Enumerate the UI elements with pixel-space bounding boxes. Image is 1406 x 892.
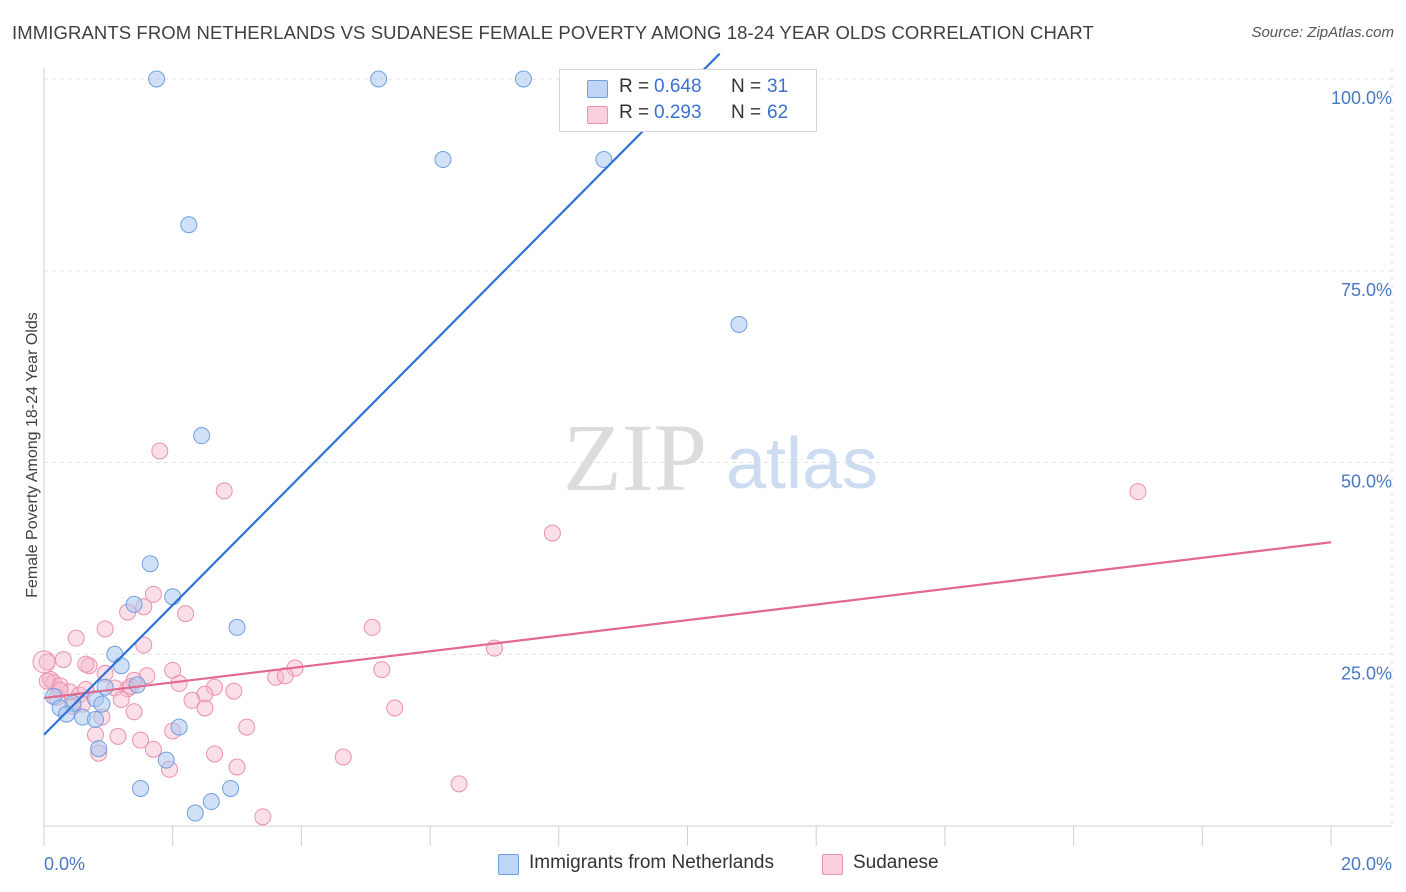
netherlands-point (141, 555, 159, 573)
netherlands-point (370, 70, 388, 88)
sudanese-point (132, 731, 150, 749)
legend-swatch-netherlands (587, 80, 608, 98)
legend-n-label: N = (731, 76, 762, 97)
watermark-zip: ZIP (563, 404, 707, 511)
sudanese-point (543, 524, 561, 542)
bottom-legend-label-netherlands: Immigrants from Netherlands (529, 852, 774, 873)
trend-lines (43, 52, 1332, 736)
bottom-legend-label-sudanese: Sudanese (853, 852, 939, 873)
netherlands-point (186, 804, 204, 822)
sudanese-point (32, 650, 56, 674)
y-tick-label: 75.0% (1341, 280, 1392, 300)
sudanese-point (215, 482, 233, 500)
netherlands-point (157, 751, 175, 769)
netherlands-point (132, 779, 150, 797)
sudanese-point (112, 691, 130, 709)
sudanese-point (135, 636, 153, 654)
axes (43, 68, 1392, 846)
tick-labels: 25.0% 50.0% 75.0% 100.0% 0.0% 20.0% (44, 88, 1392, 874)
sudanese-point (151, 442, 169, 460)
netherlands-point (148, 70, 166, 88)
netherlands-point (112, 657, 130, 675)
sudanese-point (67, 629, 85, 647)
sudanese-point (206, 745, 224, 763)
netherlands-point (170, 718, 188, 736)
watermark: ZIP atlas (563, 404, 878, 511)
legend-swatch-sudanese (587, 106, 608, 124)
bottom-legend-swatch-sudanese (822, 854, 843, 875)
sudanese-point (238, 718, 256, 736)
sudanese-point (386, 699, 404, 717)
sudanese-point (77, 655, 95, 673)
sudanese-point (196, 699, 214, 717)
sudanese-point (183, 691, 201, 709)
legend-n-value: 31 (767, 76, 789, 97)
legend-n-value: 62 (767, 102, 789, 123)
legend-r-label: R = (619, 102, 650, 123)
source-label: Source: ZipAtlas.com (1251, 24, 1394, 41)
x-tick-label: 0.0% (44, 854, 85, 874)
legend-r-value: 0.293 (654, 102, 702, 123)
netherlands-point (193, 427, 211, 445)
sudanese-point (38, 672, 56, 690)
netherlands-point (595, 151, 613, 169)
sudanese-point (334, 748, 352, 766)
netherlands-point (434, 151, 452, 169)
sudanese-point (1129, 483, 1147, 501)
gridlines (44, 68, 1393, 826)
chart-title: IMMIGRANTS FROM NETHERLANDS VS SUDANESE … (12, 22, 1094, 43)
netherlands-point (228, 618, 246, 636)
sudanese-point (86, 726, 104, 744)
sudanese-point (144, 585, 162, 603)
netherlands-point (93, 695, 111, 713)
bottom-legend-swatch-netherlands (498, 854, 519, 875)
sudanese-point (177, 605, 195, 623)
sudanese-point (54, 651, 72, 669)
sudanese-point (450, 775, 468, 793)
sudanese-point (125, 703, 143, 721)
y-axis-label: Female Poverty Among 18-24 Year Olds (24, 312, 41, 598)
sudanese-point (228, 758, 246, 776)
sudanese-point (254, 808, 272, 826)
netherlands-point (90, 740, 108, 758)
sudanese-trend-line (43, 541, 1332, 700)
legend-n-label: N = (731, 102, 762, 123)
legend-r-value: 0.648 (654, 76, 702, 97)
netherlands-point (730, 315, 748, 333)
netherlands-point (514, 70, 532, 88)
netherlands-point (58, 705, 76, 723)
sudanese-point (96, 620, 114, 638)
netherlands-point (86, 710, 104, 728)
netherlands-point (202, 793, 220, 811)
x-tick-label: 20.0% (1341, 854, 1392, 874)
y-tick-label: 25.0% (1341, 663, 1392, 683)
netherlands-point (180, 216, 198, 234)
y-tick-label: 50.0% (1341, 472, 1392, 492)
legend: R = 0.648 N = 31 R = 0.293 N = 62 (559, 69, 817, 132)
netherlands-trend-line (43, 52, 721, 736)
sudanese-point (373, 661, 391, 679)
netherlands-point (222, 779, 240, 797)
sudanese-point (363, 618, 381, 636)
sudanese-point (206, 678, 224, 696)
sudanese-point (144, 740, 162, 758)
netherlands-point (125, 595, 143, 613)
netherlands-point (164, 588, 182, 606)
legend-r-label: R = (619, 76, 650, 97)
y-tick-label: 100.0% (1331, 88, 1392, 108)
watermark-atlas: atlas (726, 424, 878, 504)
sudanese-point (109, 727, 127, 745)
sudanese-point (225, 682, 243, 700)
